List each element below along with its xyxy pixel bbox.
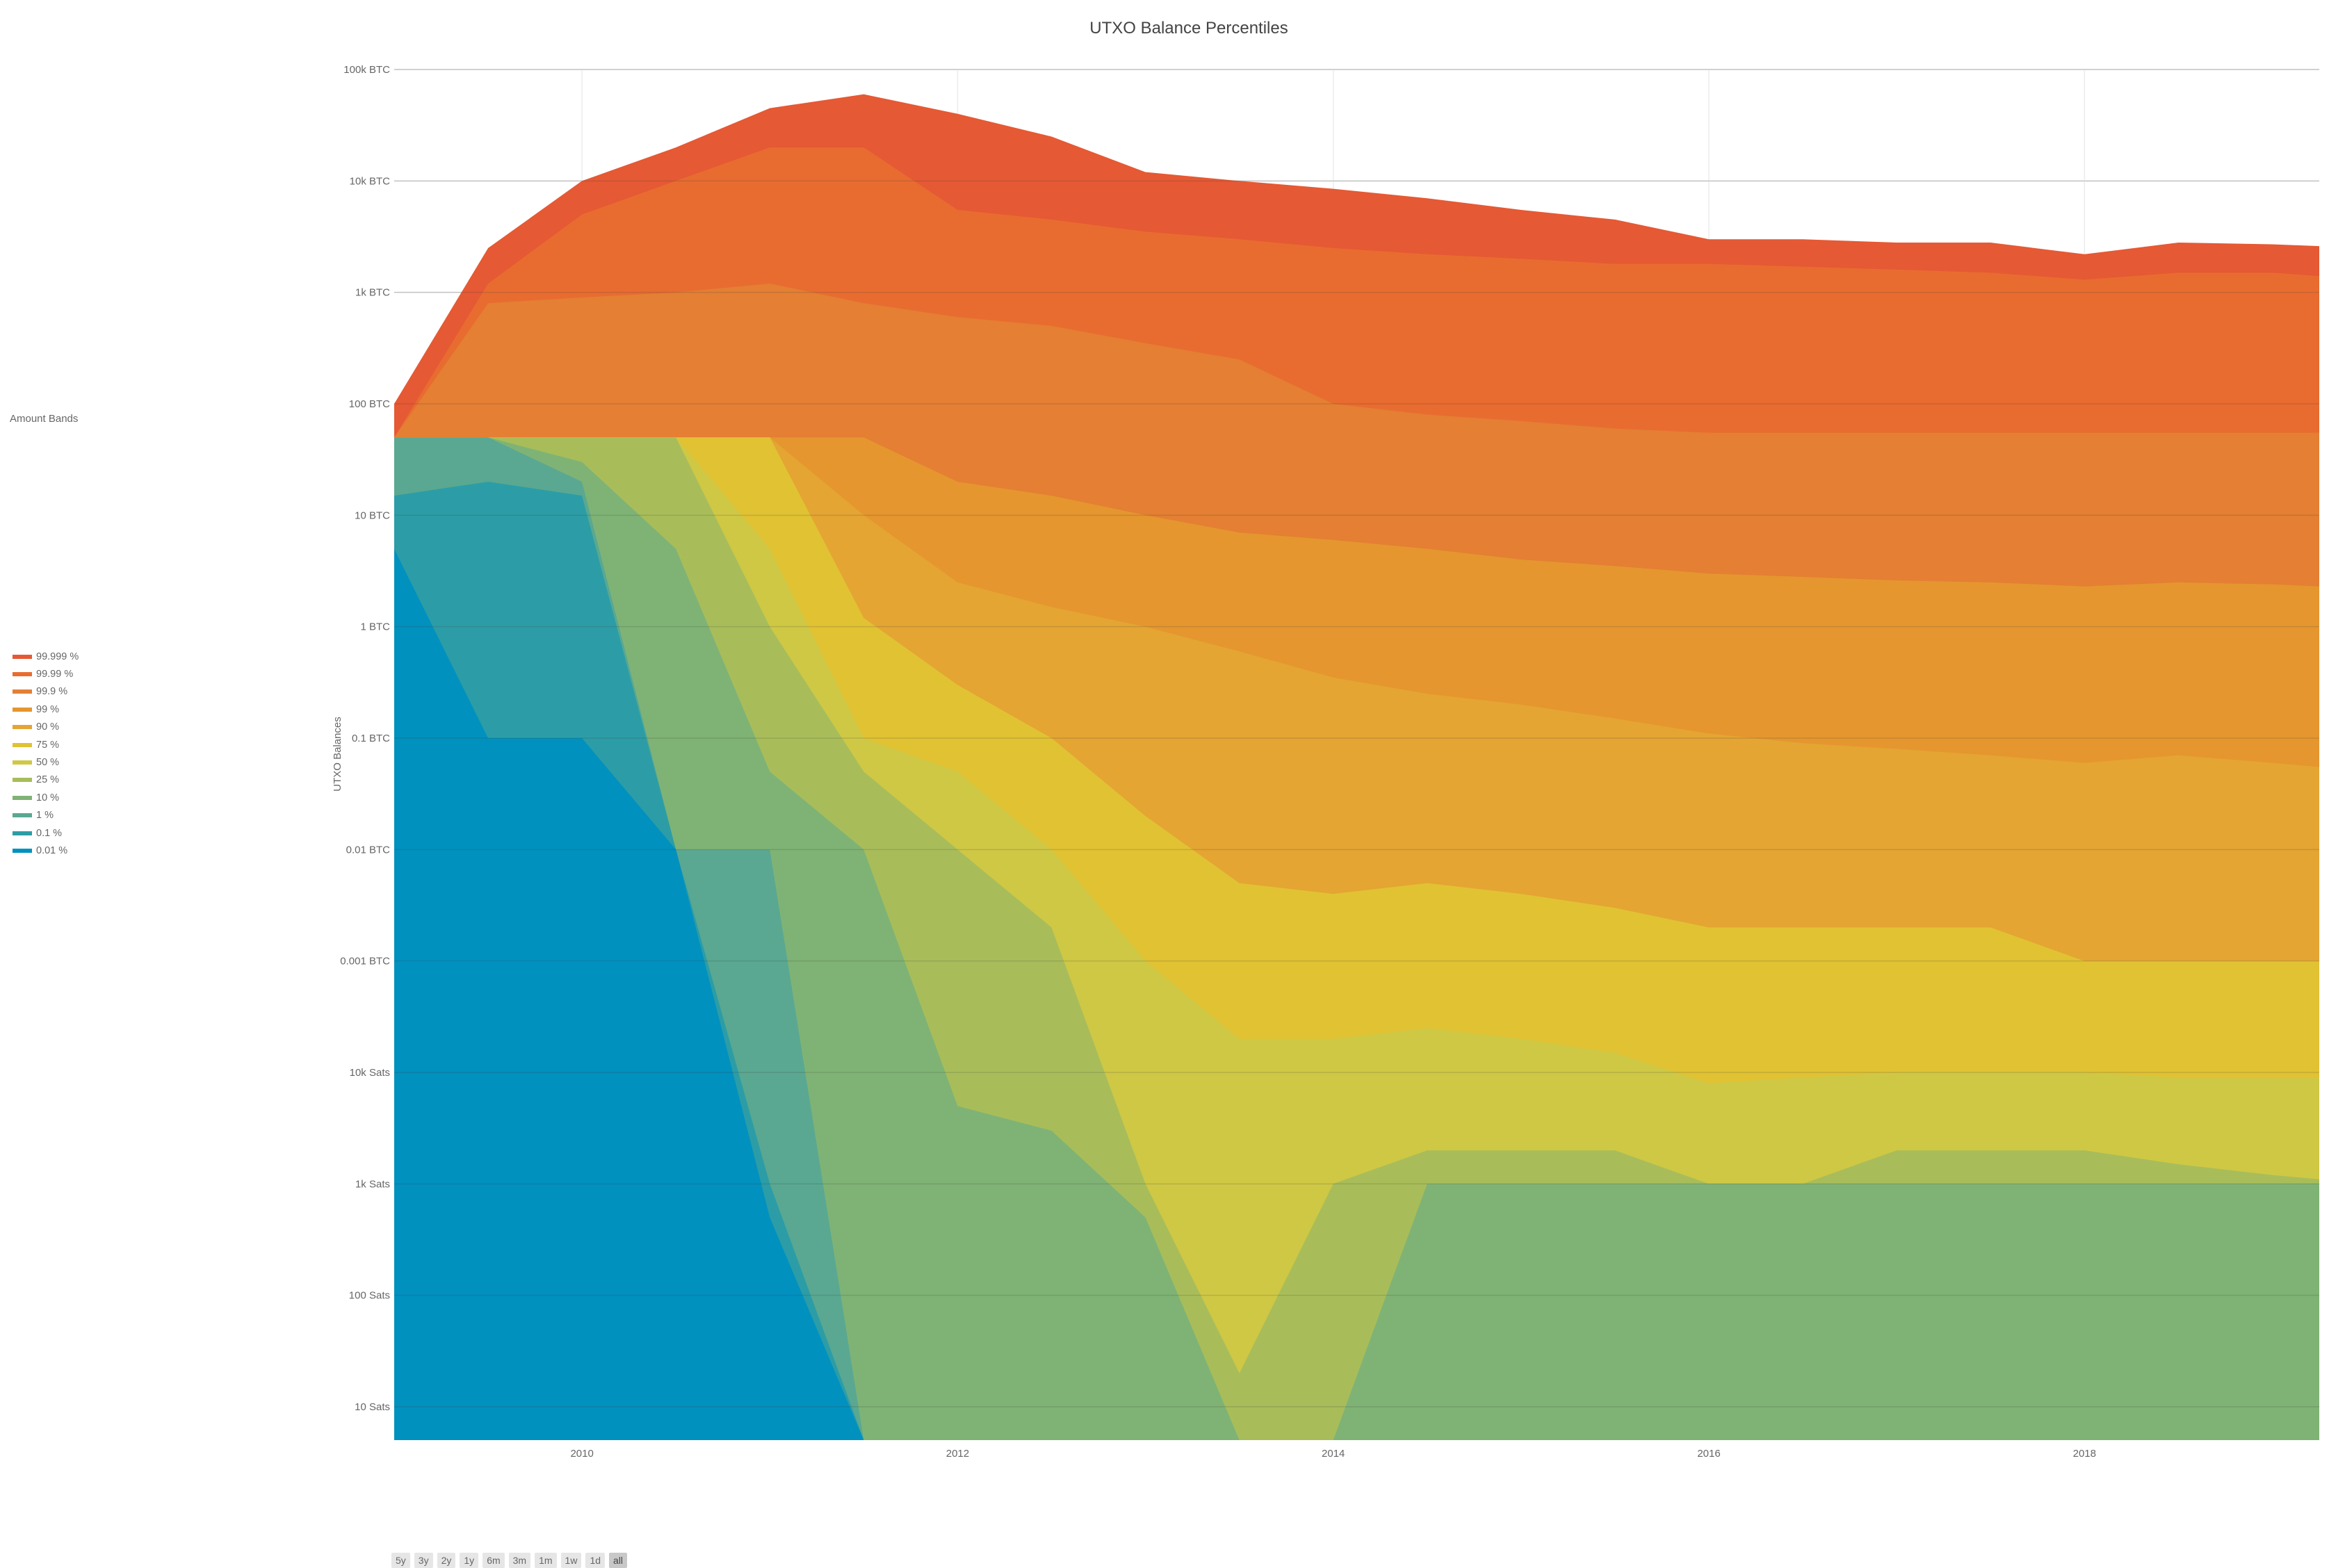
area-band-10[interactable] <box>394 437 2319 1440</box>
y-tick-label: 100 Sats <box>349 1290 390 1302</box>
y-tick-label: 0.1 BTC <box>352 733 390 744</box>
y-axis-label: UTXO Balances <box>332 717 343 792</box>
legend-item[interactable]: 0.01 % <box>13 842 79 859</box>
legend-swatch <box>13 848 32 853</box>
legend-swatch <box>13 725 32 730</box>
legend-label: 99.99 % <box>36 669 74 680</box>
legend-item[interactable]: 1 % <box>13 807 79 824</box>
y-tick-label: 100 BTC <box>349 398 390 410</box>
legend-item[interactable]: 99 % <box>13 701 79 718</box>
legend-label: 90 % <box>36 721 60 733</box>
x-tick-label: 2012 <box>946 1448 969 1460</box>
legend-item[interactable]: 99.9 % <box>13 683 79 701</box>
legend-item[interactable]: 10 % <box>13 789 79 806</box>
y-tick-label: 10 Sats <box>355 1401 390 1413</box>
legend-swatch <box>13 778 32 783</box>
range-button-3m[interactable]: 3m <box>508 1553 531 1568</box>
range-selector: 5y 3y 2y 1y 6m 3m 1m 1w 1d all <box>391 1553 628 1568</box>
y-tick-label: 10k BTC <box>350 175 391 187</box>
legend-label: 0.01 % <box>36 844 68 856</box>
legend-label: 75 % <box>36 739 60 751</box>
range-button-1m[interactable]: 1m <box>535 1553 557 1568</box>
legend-label: 99 % <box>36 703 60 715</box>
x-tick-label: 2010 <box>570 1448 593 1460</box>
y-tick-label: 100k BTC <box>343 64 390 76</box>
y-tick-label: 0.01 BTC <box>346 844 391 856</box>
x-tick-label: 2014 <box>1322 1448 1345 1460</box>
legend-item[interactable]: 99.999 % <box>13 648 79 665</box>
legend-swatch <box>13 654 32 659</box>
legend-item[interactable]: 90 % <box>13 719 79 736</box>
legend-item[interactable]: 50 % <box>13 753 79 771</box>
x-tick-label: 2016 <box>1697 1448 1720 1460</box>
legend-item[interactable]: 75 % <box>13 736 79 753</box>
y-tick-label: 1k Sats <box>355 1178 390 1190</box>
x-tick-label: 2018 <box>2073 1448 2096 1460</box>
legend-label: 99.999 % <box>36 651 79 662</box>
range-button-6m[interactable]: 6m <box>482 1553 505 1568</box>
y-tick-label: 1 BTC <box>360 621 390 633</box>
range-button-1y[interactable]: 1y <box>460 1553 479 1568</box>
range-button-2y[interactable]: 2y <box>437 1553 456 1568</box>
range-button-1d[interactable]: 1d <box>585 1553 606 1568</box>
chart-title: UTXO Balance Percentiles <box>1089 19 1288 38</box>
y-tick-label: 0.001 BTC <box>340 956 390 967</box>
range-button-3y[interactable]: 3y <box>414 1553 433 1568</box>
y-axis-ticks: 100k BTC 10k BTC 1k BTC 100 BTC 10 BTC 1 BTC 0… <box>340 64 390 1413</box>
y-tick-label: 10 BTC <box>355 509 390 521</box>
legend-label: 10 % <box>36 792 60 803</box>
area-band-0-01[interactable] <box>394 548 2319 1440</box>
legend-swatch <box>13 742 32 747</box>
legend-swatch <box>13 795 32 800</box>
legend-item[interactable]: 99.99 % <box>13 665 79 683</box>
y-tick-label: 1k BTC <box>355 287 390 299</box>
legend-swatch <box>13 813 32 818</box>
area-bands <box>394 69 2319 1441</box>
range-button-all[interactable]: all <box>609 1553 628 1568</box>
legend-swatch <box>13 831 32 835</box>
legend: 99.999 % 99.99 % 99.9 % 99 % 90 % 75 % 50 % 25 … <box>13 648 79 860</box>
legend-label: 50 % <box>36 757 60 769</box>
y-tick-label: 10k Sats <box>350 1067 390 1079</box>
range-button-5y[interactable]: 5y <box>391 1553 410 1568</box>
legend-item[interactable]: 25 % <box>13 771 79 789</box>
legend-label: 99.9 % <box>36 686 68 698</box>
legend-title: Amount Bands <box>10 413 79 425</box>
legend-swatch <box>13 689 32 694</box>
legend-label: 1 % <box>36 810 54 822</box>
range-button-1w[interactable]: 1w <box>560 1553 582 1568</box>
legend-item[interactable]: 0.1 % <box>13 824 79 842</box>
x-axis-ticks: 2010 2012 2014 2016 2018 <box>570 1448 2096 1460</box>
legend-swatch <box>13 760 32 765</box>
legend-swatch <box>13 672 32 677</box>
legend-label: 0.1 % <box>36 827 63 839</box>
legend-swatch <box>13 707 32 712</box>
legend-label: 25 % <box>36 774 60 786</box>
